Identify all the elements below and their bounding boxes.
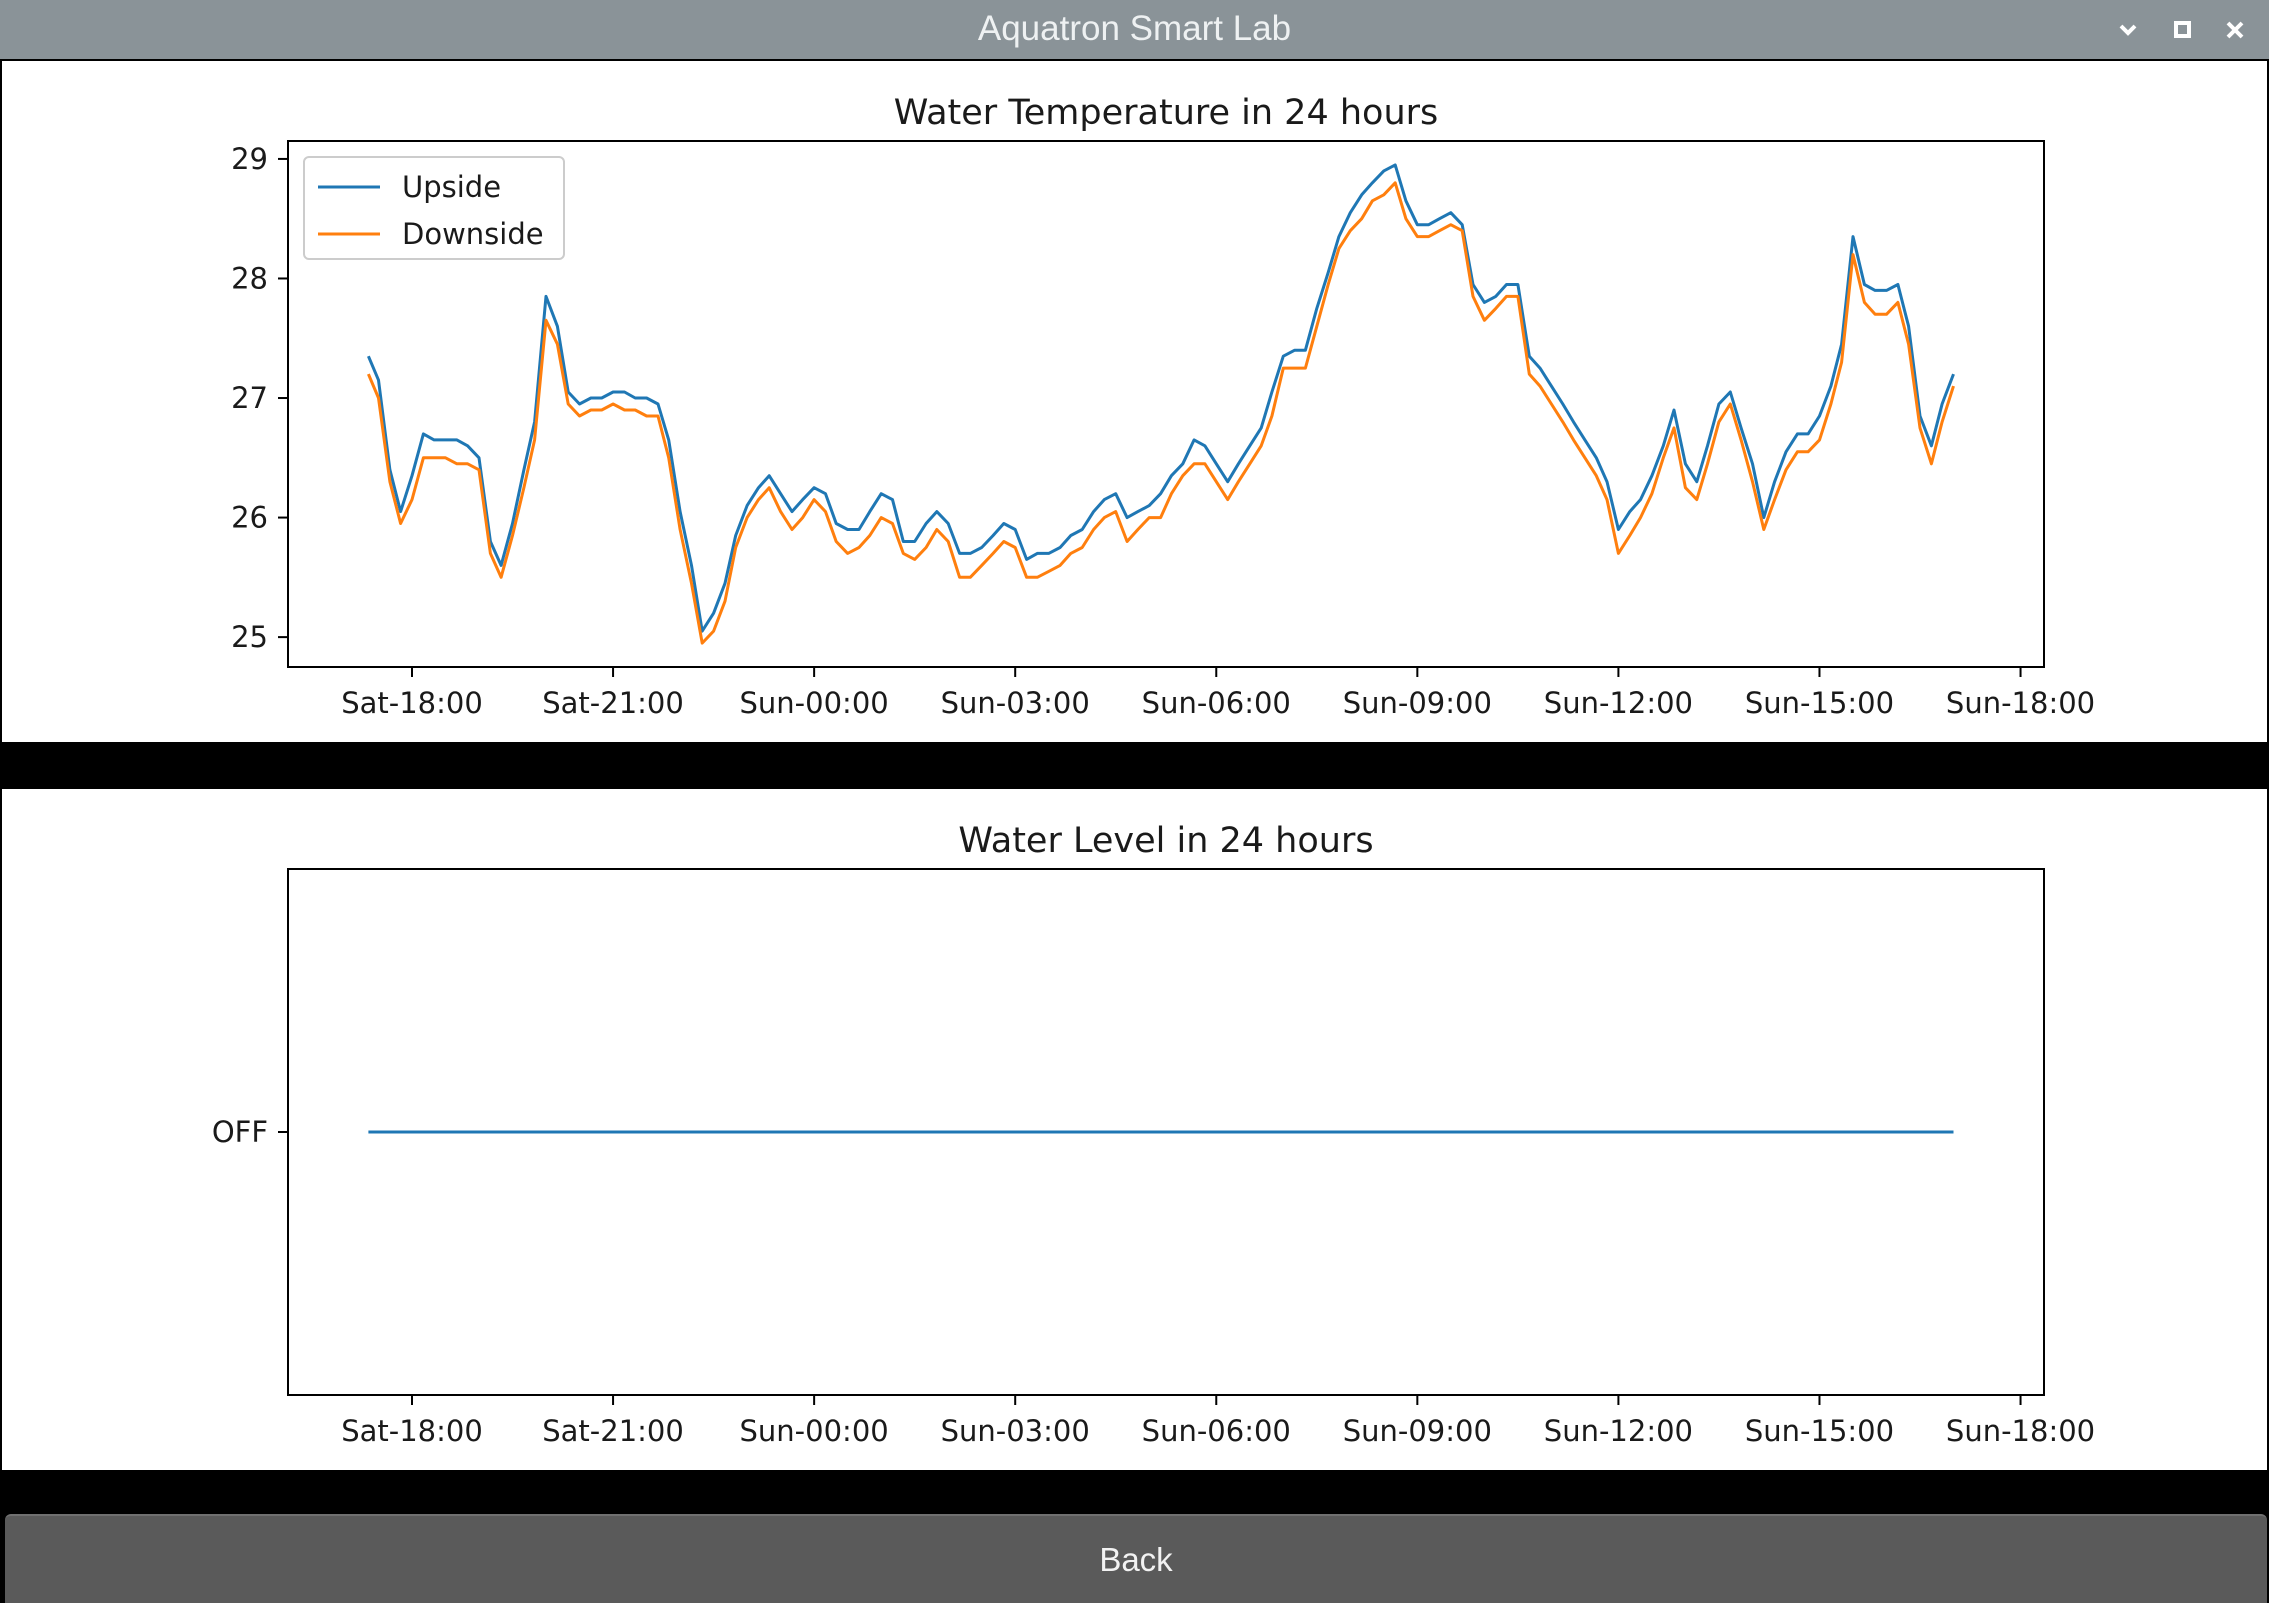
x-tick-label: Sun-15:00 (1745, 1414, 1894, 1448)
chart-title: Water Temperature in 24 hours (894, 93, 1439, 133)
plot-frame (287, 140, 2045, 668)
y-tick-label: 29 (231, 142, 268, 176)
x-tick-label: Sun-06:00 (1142, 686, 1291, 720)
x-tick-label: Sat-21:00 (542, 686, 684, 720)
chart-title: Water Level in 24 hours (958, 821, 1373, 861)
water-level-chart: Water Level in 24 hours Sat-18:00 Sat-21:0… (212, 821, 2095, 1448)
legend-label: Downside (402, 217, 544, 251)
square-icon[interactable] (2162, 10, 2202, 50)
series-line-upside (367, 163, 1955, 633)
y-tick-label: 25 (231, 620, 268, 654)
legend-label: Upside (402, 170, 501, 204)
y-tick-label: 28 (231, 261, 268, 295)
x-tick-label: Sun-00:00 (740, 686, 889, 720)
window-titlebar[interactable]: Aquatron Smart Lab (0, 0, 2269, 59)
x-tick-label: Sun-12:00 (1544, 1414, 1693, 1448)
x-tick-label: Sun-03:00 (941, 1414, 1090, 1448)
x-tick-label: Sat-21:00 (542, 1414, 684, 1448)
x-tick-label: Sat-18:00 (341, 686, 483, 720)
y-tick-label: OFF (212, 1115, 268, 1149)
y-tick-label: 27 (231, 381, 268, 415)
x-tick-label: Sun-06:00 (1142, 1414, 1291, 1448)
x-tick-label: Sun-18:00 (1946, 686, 2095, 720)
water-level-chart-panel: Water Level in 24 hours Sat-18:00 Sat-21:0… (2, 789, 2267, 1470)
temperature-chart: Water Temperature in 24 hours Sat-18:00 Sa… (231, 93, 2095, 720)
x-tick-label: Sat-18:00 (341, 1414, 483, 1448)
x-tick-label: Sun-00:00 (740, 1414, 889, 1448)
series-line-downside (367, 181, 1955, 645)
x-tick-label: Sun-18:00 (1946, 1414, 2095, 1448)
window-title: Aquatron Smart Lab (977, 9, 1292, 48)
chevron-down-icon[interactable] (2108, 10, 2148, 50)
x-tick-label: Sun-12:00 (1544, 686, 1693, 720)
x-tick-label: Sun-15:00 (1745, 686, 1894, 720)
plot-frame (287, 868, 2045, 1396)
back-button[interactable]: Back (5, 1514, 2267, 1603)
x-tick-label: Sun-03:00 (941, 686, 1090, 720)
close-icon[interactable] (2215, 10, 2255, 50)
chart-legend: Upside Downside (303, 156, 565, 260)
y-tick-label: 26 (231, 501, 268, 535)
x-tick-label: Sun-09:00 (1343, 686, 1492, 720)
temperature-chart-panel: Water Temperature in 24 hours Sat-18:00 Sa… (2, 61, 2267, 742)
x-tick-label: Sun-09:00 (1343, 1414, 1492, 1448)
